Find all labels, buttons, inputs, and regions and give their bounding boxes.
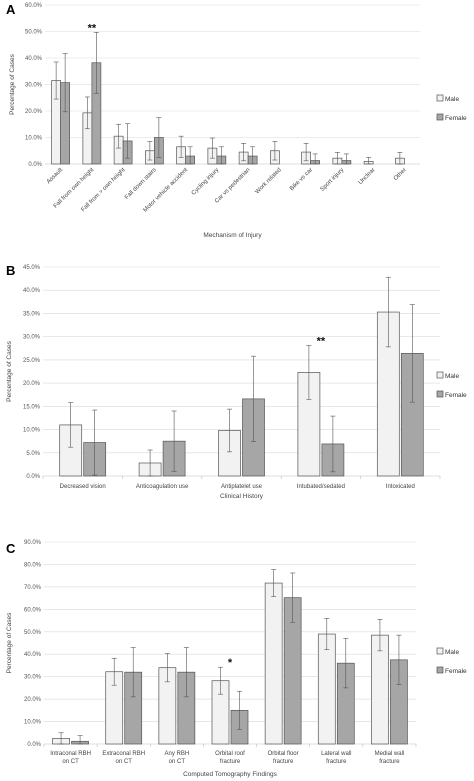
x-tick-label: fracture — [273, 759, 294, 765]
y-tick-label: 30.0% — [23, 335, 41, 341]
y-tick-label: 20.0% — [24, 697, 42, 703]
x-tick-label: Orbital floor — [268, 751, 299, 757]
legend-label: Female — [445, 392, 467, 399]
legend-swatch-male — [436, 647, 444, 655]
x-tick-label: Other — [393, 167, 408, 182]
panel-letter: A — [6, 2, 16, 17]
x-tick-label: Assault — [46, 167, 64, 185]
y-tick-label: 25.0% — [23, 358, 41, 364]
bar-male — [371, 634, 389, 745]
legend-label: Male — [445, 649, 459, 656]
x-tick-label: Unclear — [358, 167, 377, 186]
chart-panel-b: B 0.0% 5.0% 10.0% 15.0% 20.0% 25.0% 30.0% 35.0% 4… — [6, 263, 467, 500]
x-tick-label: Sport injury — [320, 167, 346, 193]
y-tick-label: 60.0% — [24, 607, 42, 613]
y-tick-label: 10.0% — [23, 428, 41, 434]
chart-panel-a: A 0.0% 10.0% 20.0% 30.0% 40.0% 50.0% 60.0% Perce… — [6, 2, 467, 239]
y-tick-label: 35.0% — [23, 311, 41, 317]
legend-swatch-female — [436, 113, 444, 121]
panel-letter: B — [6, 263, 15, 278]
x-tick-label: Work related — [255, 167, 283, 195]
y-tick-label: 20.0% — [25, 109, 43, 115]
x-tick-label: Cycling injury — [191, 167, 220, 196]
x-tick-label: Intubated/sedated — [297, 484, 345, 490]
y-tick-label: 45.0% — [23, 265, 41, 271]
y-tick-label: 30.0% — [25, 83, 43, 89]
significance-marker: ** — [88, 22, 97, 34]
legend-label: Male — [445, 96, 459, 103]
y-tick-label: 0.0% — [28, 162, 42, 168]
x-tick-label: fracture — [220, 759, 241, 765]
x-axis-title: Clinical History — [220, 493, 264, 500]
legend-label: Female — [445, 115, 467, 122]
y-tick-label: 10.0% — [24, 720, 42, 726]
y-tick-label: 20.0% — [23, 381, 41, 387]
y-tick-label: 30.0% — [24, 675, 42, 681]
legend-swatch-male — [436, 94, 444, 102]
y-tick-label: 0.0% — [26, 474, 40, 480]
y-tick-label: 70.0% — [24, 585, 42, 591]
x-tick-label: fracture — [379, 759, 400, 765]
bar-male — [317, 633, 336, 745]
x-axis-title: Mechanism of Injury — [203, 232, 262, 239]
y-tick-label: 0.0% — [27, 742, 41, 748]
x-tick-label: Orbital roof — [215, 751, 245, 757]
x-tick-label: Intoxicated — [386, 484, 415, 490]
x-tick-label: Extraconal RBH — [102, 751, 145, 757]
y-axis-title: Percentage of Cases — [6, 612, 13, 673]
legend-swatch-female — [436, 390, 444, 398]
x-tick-label: Medial wall — [375, 751, 405, 757]
y-axis-title: Percentage of Cases — [6, 340, 13, 401]
x-tick-label: on CT — [169, 759, 186, 765]
x-tick-label: fracture — [326, 759, 347, 765]
y-tick-label: 50.0% — [24, 630, 42, 636]
x-tick-label: Car vs pedestrian — [214, 167, 251, 204]
y-tick-label: 40.0% — [23, 288, 41, 294]
y-tick-label: 10.0% — [25, 136, 43, 142]
x-tick-label: Decreased vision — [60, 484, 106, 490]
chart-panel-c: C 0.0% 10.0% 20.0% 30.0% 40.0% 50.0% 60.0% 70.0%… — [6, 540, 467, 778]
x-tick-label: Antiplatelet use — [221, 484, 263, 490]
y-tick-label: 90.0% — [24, 540, 42, 546]
y-tick-label: 40.0% — [24, 652, 42, 658]
x-tick-label: Intraconal RBH — [50, 751, 91, 757]
y-tick-label: 5.0% — [26, 451, 40, 457]
significance-marker: ** — [317, 335, 326, 347]
y-tick-label: 80.0% — [24, 562, 42, 568]
panel-letter: C — [6, 541, 16, 556]
y-axis-title: Percentage of Cases — [9, 53, 16, 114]
x-tick-label: Anticoagulation use — [136, 484, 189, 490]
y-tick-label: 40.0% — [25, 56, 43, 62]
legend-label: Male — [445, 373, 459, 380]
y-tick-label: 50.0% — [25, 30, 43, 36]
legend-label: Female — [445, 668, 467, 675]
x-tick-label: Bike vs car — [289, 167, 314, 192]
legend-swatch-male — [436, 371, 444, 379]
x-tick-label: on CT — [116, 759, 133, 765]
significance-marker: * — [228, 657, 233, 669]
legend-swatch-female — [436, 666, 444, 674]
x-tick-label: Lateral wall — [321, 751, 351, 757]
y-tick-label: 15.0% — [23, 404, 41, 410]
x-tick-label: on CT — [62, 759, 79, 765]
x-tick-label: Fall down stairs — [124, 167, 158, 201]
x-tick-label: Any RBH — [165, 751, 190, 757]
x-axis-title: Computed Tomography Findings — [183, 771, 278, 778]
y-tick-label: 60.0% — [25, 3, 43, 9]
bar-male — [264, 582, 283, 745]
